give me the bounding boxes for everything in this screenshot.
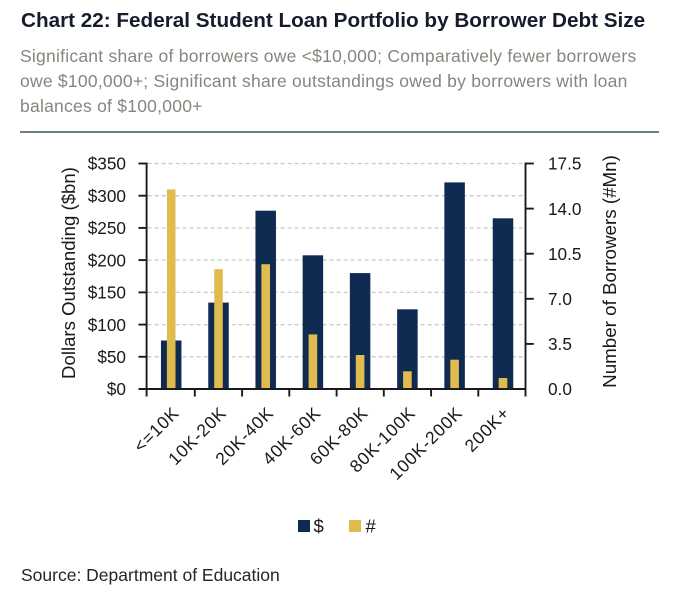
svg-text:$50: $50 [97,347,126,367]
svg-text:17.5: 17.5 [548,154,581,174]
svg-text:7.0: 7.0 [548,289,572,309]
svg-text:$0: $0 [107,379,126,399]
svg-text:0.0: 0.0 [548,379,572,399]
svg-text:3.5: 3.5 [548,334,572,354]
svg-text:14.0: 14.0 [548,199,581,219]
svg-text:#: # [366,516,377,537]
svg-text:200K+: 200K+ [461,403,514,456]
svg-text:$100: $100 [88,315,126,335]
svg-text:$: $ [314,516,324,537]
svg-text:$200: $200 [88,250,126,270]
svg-text:Dollars Outstanding ($bn): Dollars Outstanding ($bn) [58,167,79,379]
svg-text:Number of Borrowers (#Mn): Number of Borrowers (#Mn) [599,155,620,388]
svg-text:10.5: 10.5 [548,244,581,264]
svg-text:$250: $250 [88,218,126,238]
svg-text:$150: $150 [88,283,126,303]
svg-text:$300: $300 [88,186,126,206]
svg-text:$350: $350 [88,154,126,174]
